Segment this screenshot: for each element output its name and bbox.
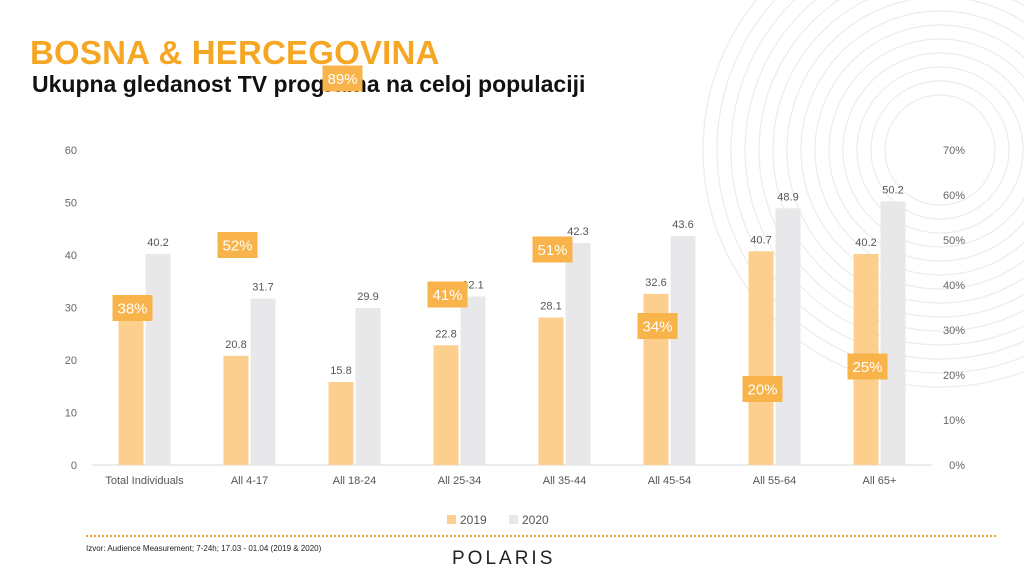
change-badge-label: 20% (747, 382, 777, 399)
decorative-arc (716, 0, 1024, 374)
data-label-2020: 50.2 (882, 184, 903, 196)
page-title: BOSNA & HERCEGOVINA (30, 34, 440, 71)
data-label-2020: 43.6 (672, 219, 693, 231)
legend-label: 2020 (522, 513, 549, 527)
change-badge (637, 313, 678, 339)
decorative-arc (884, 94, 996, 206)
legend-swatch (509, 515, 518, 524)
decorative-arc (702, 0, 1024, 388)
change-badge-label: 51% (537, 242, 567, 259)
y2-axis-tick-label: 30% (943, 325, 965, 337)
bar-2020 (670, 236, 696, 465)
data-label-2020: 48.9 (777, 191, 798, 203)
page-subtitle: Ukupna gledanost TV programa na celoj po… (32, 71, 586, 97)
data-label-2020: 29.9 (357, 291, 378, 303)
decorative-arc (856, 66, 1024, 234)
bar-2020 (460, 296, 486, 465)
bar-2020 (880, 201, 906, 465)
legend-swatch (447, 515, 456, 524)
polaris-logo: POLARIS (452, 548, 556, 569)
decorative-arc (772, 0, 1024, 318)
x-axis-category-label: All 45-54 (648, 475, 691, 487)
data-label-2019: 32.6 (645, 277, 666, 289)
decorative-arc (786, 0, 1024, 304)
change-badge (427, 281, 468, 308)
y-axis-tick-label: 0 (71, 460, 77, 472)
x-axis-category-label: All 18-24 (333, 475, 376, 487)
change-badge-label: 41% (432, 287, 462, 304)
data-label-2020: 32.1 (462, 279, 483, 291)
decorative-arc (730, 0, 1024, 360)
change-badge (112, 295, 153, 321)
change-badge (322, 65, 363, 92)
y2-axis-tick-label: 50% (943, 235, 965, 247)
x-axis-category-label: All 35-44 (543, 475, 586, 487)
y-axis-tick-label: 40 (65, 250, 77, 262)
change-badge-label: 52% (222, 238, 252, 255)
x-axis-category-label: All 55-64 (753, 475, 796, 487)
x-axis-category-label: Total Individuals (105, 475, 184, 487)
y-axis-tick-label: 20 (65, 355, 77, 367)
change-badge-label: 89% (327, 71, 357, 88)
bar-2019 (538, 317, 564, 465)
y2-axis-tick-label: 0% (949, 460, 965, 472)
change-badge (742, 376, 783, 402)
decorative-arc (842, 52, 1024, 248)
change-badge-label: 38% (117, 301, 147, 318)
y2-axis-tick-label: 60% (943, 190, 965, 202)
legend-label: 2019 (460, 513, 487, 527)
y2-axis-tick-label: 10% (943, 415, 965, 427)
bar-2020 (145, 253, 171, 465)
decorative-arc (870, 80, 1010, 220)
source-note: Izvor: Audience Measurement; 7-24h; 17.0… (86, 544, 322, 553)
decorative-arc (828, 38, 1024, 262)
decorative-arc (814, 24, 1024, 276)
change-badge (217, 232, 258, 258)
decorative-arc (744, 0, 1024, 346)
bar-2019 (433, 345, 459, 465)
data-label-2019: 40.7 (750, 234, 771, 246)
data-label-2019: 15.8 (330, 365, 351, 377)
y2-axis-tick-label: 20% (943, 370, 965, 382)
bar-2019 (118, 311, 144, 465)
y2-axis-tick-label: 70% (943, 145, 965, 157)
y-axis-tick-label: 60 (65, 145, 77, 157)
data-label-2019: 40.2 (855, 237, 876, 249)
y-axis-tick-label: 50 (65, 198, 77, 210)
data-label-2019: 22.8 (435, 328, 456, 340)
bar-2019 (223, 355, 249, 465)
footer-divider (86, 535, 996, 537)
data-label-2019: 28.1 (540, 300, 561, 312)
change-badge (532, 236, 573, 263)
data-label-2020: 42.3 (567, 226, 588, 238)
bar-2020 (250, 298, 276, 465)
change-badge-label: 25% (852, 359, 882, 376)
data-label-2019: 20.8 (225, 339, 246, 351)
bar-2020 (775, 208, 801, 465)
bar-2019 (328, 382, 354, 465)
decorative-arc (800, 10, 1024, 290)
decorative-arc (758, 0, 1024, 332)
y2-axis-tick-label: 40% (943, 280, 965, 292)
change-badge-label: 34% (642, 319, 672, 336)
y-axis-tick-label: 30 (65, 303, 77, 315)
bar-2019 (748, 251, 774, 465)
data-label-2020: 40.2 (147, 237, 168, 249)
bar-2020 (355, 308, 381, 465)
y-axis-tick-label: 10 (65, 408, 77, 420)
x-axis-category-label: All 65+ (863, 475, 897, 487)
data-label-2020: 31.7 (252, 282, 273, 294)
change-badge (847, 353, 888, 380)
x-axis-category-label: All 4-17 (231, 475, 268, 487)
bar-2020 (565, 242, 591, 465)
x-axis-category-label: All 25-34 (438, 475, 481, 487)
